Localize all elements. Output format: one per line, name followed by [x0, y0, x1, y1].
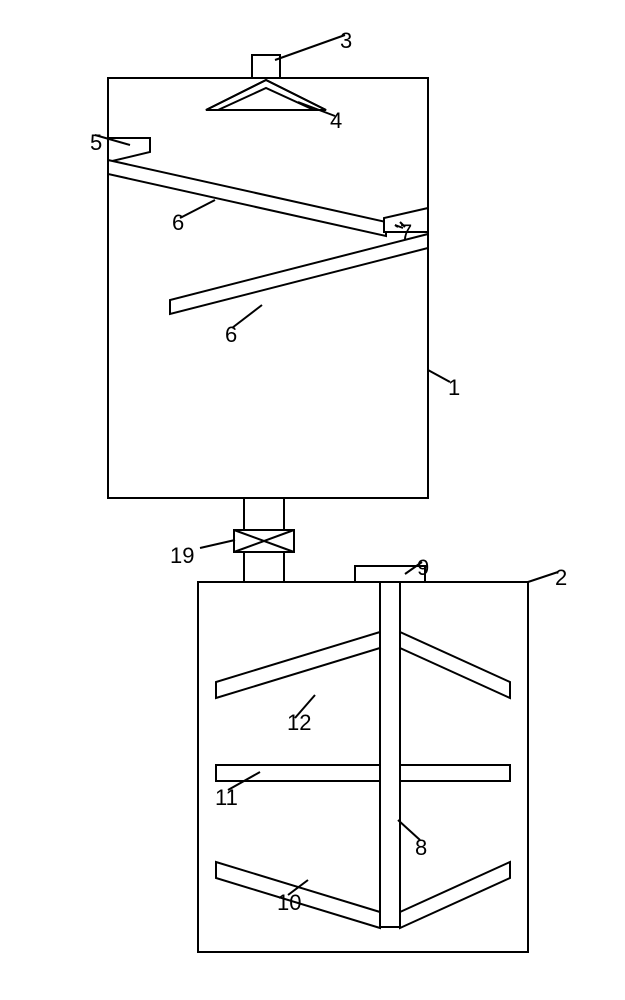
callout-l19: 19: [170, 543, 194, 569]
callout-l6b: 6: [225, 322, 237, 348]
callout-l7: 7: [400, 220, 412, 246]
callout-l9: 9: [417, 555, 429, 581]
callout-l8: 8: [415, 835, 427, 861]
callout-l3: 3: [340, 28, 352, 54]
callout-l5: 5: [90, 130, 102, 156]
callout-l2: 2: [555, 565, 567, 591]
callout-l1: 1: [448, 375, 460, 401]
callout-l6a: 6: [172, 210, 184, 236]
callout-l12: 12: [287, 710, 311, 736]
callout-l4: 4: [330, 108, 342, 134]
callout-l10: 10: [277, 890, 301, 916]
callout-l11: 11: [215, 785, 238, 811]
